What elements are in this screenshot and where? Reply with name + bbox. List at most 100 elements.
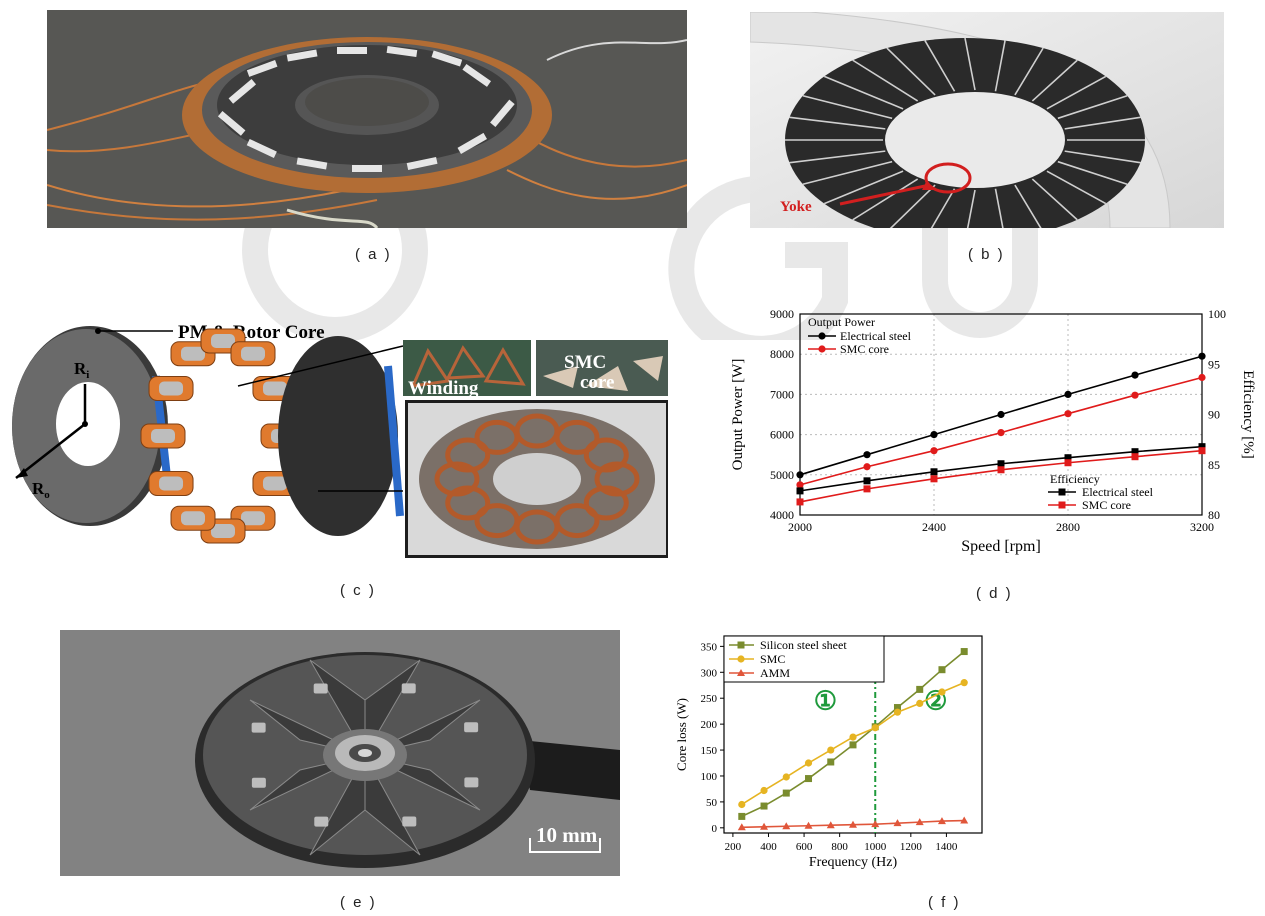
x-tick-label: 600 <box>796 841 813 853</box>
data-point <box>916 685 924 693</box>
data-point <box>826 821 835 829</box>
region-label-1: ① <box>814 687 837 716</box>
y-tick-label: 200 <box>701 719 718 731</box>
x-axis-label: Frequency (Hz) <box>809 855 898 870</box>
y-tick-label: 9000 <box>770 307 794 321</box>
data-point <box>937 817 946 825</box>
stator-slot-line <box>1031 178 1078 221</box>
stator-coil <box>583 437 629 473</box>
data-point <box>1064 454 1072 462</box>
data-point <box>1131 391 1139 399</box>
stator-coil <box>474 503 520 539</box>
exploded-motor-diagram: Ri Ro PM & Rotor Core Winding SMC core <box>8 306 670 560</box>
stator-slot-line <box>1064 150 1141 164</box>
coil-core <box>151 429 175 443</box>
coil-core <box>211 334 235 348</box>
caption-a: ( a ) <box>355 246 392 263</box>
caption-c: ( c ) <box>340 582 376 599</box>
legend-swatch-marker <box>818 332 826 340</box>
stator-slot-line <box>1014 184 1044 233</box>
ri-label: Ri <box>74 359 89 381</box>
pole-screw <box>464 722 479 733</box>
stator-slot-line <box>823 170 904 205</box>
data-point <box>737 823 746 831</box>
data-point <box>849 733 857 741</box>
chart-output-power-efficiency: 2000 2400 2800 3200 4000 5000 6000 7000 8000 9000… <box>720 300 1265 562</box>
smc-core-label-line1: SMC <box>564 352 606 373</box>
data-point <box>796 498 804 506</box>
coil-core <box>241 346 265 361</box>
data-point <box>893 708 902 716</box>
data-point <box>930 447 938 455</box>
data-point <box>1198 443 1206 451</box>
coil-core <box>181 511 205 526</box>
scale-bar-label: 10 mm <box>536 823 598 847</box>
data-point <box>1131 453 1139 461</box>
y-tick-label: 350 <box>701 641 718 653</box>
y2-tick-label: 80 <box>1208 508 1220 522</box>
data-point <box>1198 447 1206 455</box>
y-axis-label: Core loss (W) <box>674 698 689 771</box>
stator-slot-line <box>789 116 886 130</box>
coil-core <box>262 476 287 491</box>
stator-coil <box>445 485 491 521</box>
data-point <box>849 820 857 828</box>
data-point <box>1131 448 1139 456</box>
data-point <box>738 812 746 820</box>
data-point <box>782 773 790 781</box>
y-tick-label: 250 <box>701 693 718 705</box>
pole-screw <box>402 816 417 827</box>
data-point <box>863 463 871 471</box>
plot-frame <box>799 313 1203 516</box>
x-tick-label: 200 <box>725 841 742 853</box>
pole-screw <box>313 683 328 694</box>
stator-slot-line <box>802 160 893 186</box>
stator-slot-line <box>1057 94 1128 120</box>
y2-tick-label: 85 <box>1208 458 1220 472</box>
data-point <box>960 648 968 656</box>
y-tick-label: 7000 <box>770 387 794 401</box>
data-point <box>863 451 871 459</box>
data-point <box>782 789 790 797</box>
stator-slot-line <box>1064 116 1141 130</box>
data-point <box>938 666 946 674</box>
coil-core <box>159 476 184 491</box>
stator-coil <box>434 461 480 497</box>
stator-slot-line <box>802 94 893 120</box>
data-point <box>863 485 871 493</box>
smc-core-label: SMC core <box>564 352 614 393</box>
stator-slot-line <box>886 184 936 233</box>
data-point <box>871 724 879 732</box>
pole-screw <box>401 683 416 694</box>
stator-slot-line <box>1057 160 1128 186</box>
stator-coil <box>594 461 640 497</box>
data-point <box>997 428 1005 437</box>
data-point <box>738 800 746 809</box>
data-point <box>871 820 880 828</box>
data-point <box>1064 410 1072 418</box>
stator-coil <box>445 437 491 473</box>
y-tick-label: 100 <box>701 771 718 783</box>
data-point <box>827 758 835 766</box>
y-tick-label: 5000 <box>770 468 794 482</box>
x-tick-label: 1200 <box>900 841 923 853</box>
legend-swatch-marker <box>1058 501 1066 509</box>
caption-b: ( b ) <box>968 246 1005 263</box>
smc-core-label-line2: core <box>580 372 614 393</box>
coil-core <box>241 511 265 526</box>
y2-tick-label: 95 <box>1208 357 1220 371</box>
x-tick-label: 1000 <box>864 841 887 853</box>
stator-slot-line <box>1046 75 1107 110</box>
legend-swatch-marker <box>1058 488 1066 496</box>
data-point <box>893 819 902 827</box>
data-point <box>760 786 768 795</box>
data-point <box>1064 459 1072 467</box>
coil-core <box>181 346 205 361</box>
legend-swatch-marker <box>737 669 745 676</box>
data-point <box>805 775 813 783</box>
x-tick-label: 2000 <box>788 520 812 534</box>
x-axis-label: Speed [rpm] <box>961 538 1041 555</box>
y-tick-label: 300 <box>701 667 718 679</box>
y-tick-label: 50 <box>706 797 718 809</box>
data-point <box>997 466 1005 474</box>
